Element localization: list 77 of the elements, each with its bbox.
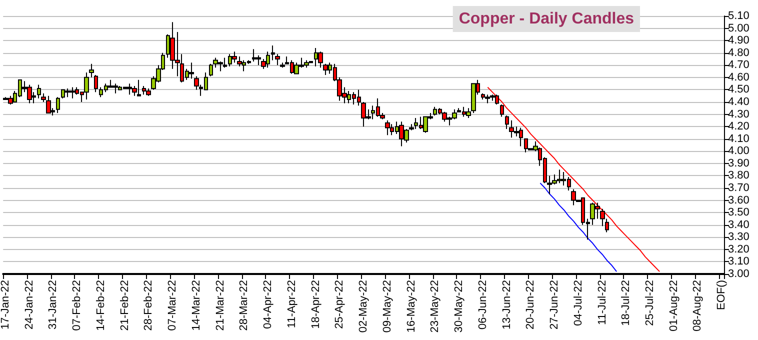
y-tick-label: 3.80: [728, 170, 750, 182]
y-tick-label: 4.90: [728, 34, 750, 47]
candlestick: [318, 51, 323, 68]
chart-title: Copper - Daily Candles: [458, 10, 634, 28]
y-tick-label: 3.50: [728, 206, 750, 219]
x-tick-label: 21-Mar-22: [214, 280, 226, 331]
candlestick: [209, 63, 213, 77]
y-tick-label: 3.00: [728, 268, 750, 280]
y-tick-label: 4.70: [728, 59, 750, 72]
candlestick: [189, 62, 194, 80]
x-tick-label: 23-May-22: [429, 280, 442, 333]
y-tick-label: 4.80: [728, 46, 750, 59]
candlestick: [37, 84, 41, 99]
candlestick: [146, 88, 151, 96]
y-tick-label: 3.20: [728, 243, 750, 256]
candlestick: [232, 51, 237, 64]
y-tick-label: 3.70: [728, 182, 750, 194]
candlestick: [500, 104, 504, 118]
x-tick-label: 25-Jul-22: [644, 280, 656, 326]
x-tick-label: EOF(): [716, 280, 728, 310]
x-tick-label: 30-May-22: [453, 280, 466, 333]
candlestick: [280, 62, 285, 68]
candlestick: [275, 54, 280, 66]
line-series: [487, 86, 660, 272]
x-tick-label: 04-Jul-22: [572, 280, 584, 326]
y-tick-label: 4.10: [728, 132, 750, 145]
candlestick: [41, 92, 46, 102]
y-tick-label: 3.10: [728, 256, 750, 268]
x-tick-label: 28-Mar-22: [238, 280, 250, 331]
candlestick: [46, 95, 51, 114]
y-tick-label: 4.60: [728, 71, 750, 84]
y-tick-label: 4.20: [728, 120, 750, 133]
x-tick-label: 11-Apr-22: [286, 280, 298, 328]
y-tick-label: 5.10: [728, 10, 750, 22]
candlestick: [56, 96, 60, 114]
x-tick-label: 24-Jan-22: [23, 280, 36, 330]
candlestick: [89, 63, 94, 78]
y-tick-label: 5.00: [728, 22, 750, 34]
candlestick: [385, 120, 390, 136]
x-tick-label: 09-May-22: [381, 280, 394, 333]
x-tick-label: 17-Jan-22: [0, 280, 12, 330]
y-tick-label: 3.90: [728, 157, 750, 170]
candlestick: [471, 83, 476, 114]
x-tick-label: 02-May-22: [358, 280, 370, 333]
candlestick: [505, 115, 509, 130]
y-tick-label: 4.00: [728, 145, 750, 158]
y-tick-label: 3.30: [728, 231, 750, 244]
x-tick-label: 14-Mar-22: [190, 280, 202, 331]
x-tick-label: 28-Feb-22: [142, 280, 155, 331]
x-tick-label: 13-Jun-22: [500, 280, 513, 330]
candlestick: [94, 74, 98, 93]
x-tick-label: 20-Jun-22: [524, 280, 537, 330]
candlestick: [84, 72, 89, 100]
x-tick-label: 25-Apr-22: [334, 280, 346, 329]
candlestick: [466, 108, 471, 118]
x-tick-label: 16-May-22: [405, 280, 418, 333]
y-tick-label: 4.30: [728, 108, 750, 120]
x-tick-label: 18-Apr-22: [310, 280, 322, 329]
x-tick-label: 01-Aug-22: [668, 280, 680, 332]
x-tick-label: 18-Jul-22: [620, 280, 632, 326]
line-series: [540, 182, 618, 272]
y-tick-label: 4.40: [728, 96, 750, 108]
x-tick-label: 21-Feb-22: [118, 280, 131, 331]
x-tick-label: 06-Jun-22: [476, 280, 489, 330]
x-tick-label: 27-Jun-22: [548, 280, 561, 330]
x-tick-label: 14-Feb-22: [94, 280, 107, 331]
y-tick-label: 3.60: [728, 194, 750, 206]
candlestick: [271, 44, 275, 61]
x-tick-label: 04-Apr-22: [262, 280, 274, 329]
y-tick-label: 4.50: [728, 84, 750, 96]
x-tick-label: 07-Mar-22: [166, 280, 179, 331]
candlestick: [323, 63, 328, 76]
x-tick-label: 11-Jul-22: [596, 280, 608, 326]
x-tick-label: 31-Jan-22: [47, 280, 60, 330]
x-tick-label: 08-Aug-22: [692, 280, 704, 332]
x-tick-label: 07-Feb-22: [71, 280, 84, 331]
y-tick-label: 3.40: [728, 218, 750, 231]
